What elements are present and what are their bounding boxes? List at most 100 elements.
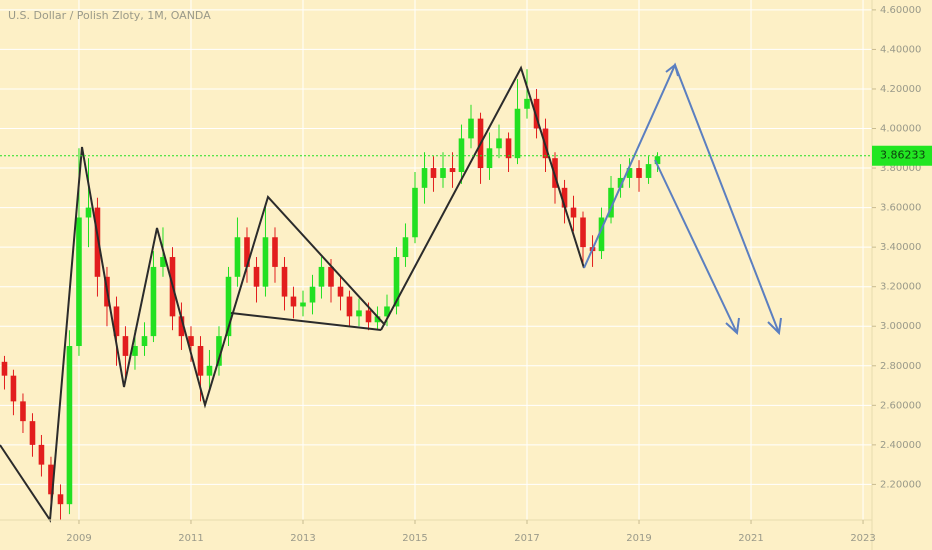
x-tick-label: 2011 (178, 533, 203, 544)
last-price-box (872, 145, 932, 166)
candle-body (486, 148, 493, 169)
candle-body (85, 207, 92, 218)
candle-body (533, 98, 540, 129)
x-tick-label: 2013 (290, 533, 315, 544)
candle-body (300, 302, 306, 307)
candle-body (561, 187, 568, 208)
y-tick-label: 4.40000 (880, 44, 921, 55)
candle-body (318, 266, 325, 287)
y-tick-label: 3.20000 (880, 282, 921, 293)
candle-body (598, 217, 605, 252)
candle-body (412, 187, 418, 238)
arrow-head (725, 317, 740, 336)
candle-body (113, 306, 120, 337)
candle-body (636, 168, 642, 178)
candle-body (346, 296, 353, 317)
candle-body (244, 237, 250, 267)
candle-body (337, 286, 344, 297)
candle-body (430, 168, 437, 178)
candle-body (94, 207, 101, 277)
projection (583, 62, 782, 336)
candle-body (449, 168, 456, 173)
candle-body (365, 310, 372, 323)
y-tick-label: 4.20000 (880, 84, 921, 95)
candle-body (496, 138, 502, 149)
candle-body (421, 168, 428, 188)
candle-body (384, 306, 390, 317)
candle-body (290, 296, 297, 307)
y-tick-label: 3.80000 (880, 163, 921, 174)
candle-body (76, 217, 82, 347)
x-tick-label: 2017 (514, 533, 539, 544)
candle-body (48, 464, 54, 495)
x-tick-label: 2021 (738, 533, 763, 544)
candle-body (188, 336, 194, 347)
last-price-label: 3.86233 (880, 149, 926, 162)
candle-body (150, 266, 157, 337)
x-tick-label: 2019 (626, 533, 651, 544)
candle-body (281, 266, 288, 297)
candle-body (234, 237, 241, 277)
candle-body (608, 187, 614, 218)
candle-body (38, 444, 45, 465)
candle-body (178, 316, 185, 337)
candle-body (617, 177, 624, 188)
candle-body (524, 98, 530, 109)
candle-body (160, 257, 166, 267)
candle-body (645, 164, 652, 178)
candle-body (10, 375, 17, 402)
drawn-pattern (0, 65, 585, 523)
candle-body (272, 237, 278, 267)
y-tick-label: 3.40000 (880, 242, 921, 253)
trend-line (0, 146, 386, 523)
y-tick-label: 2.80000 (880, 361, 921, 372)
candle-body (20, 401, 26, 422)
candle-body (66, 346, 73, 505)
candle-body (225, 276, 232, 337)
projection-line (654, 159, 738, 334)
candle-body (141, 336, 148, 347)
y-tick-label: 3.60000 (880, 203, 921, 214)
trend-line (230, 312, 382, 331)
candle-body (253, 266, 260, 287)
candle-body (580, 217, 586, 248)
arrow-head (665, 63, 679, 77)
candle-body (29, 421, 36, 445)
candle-body (393, 257, 400, 307)
y-tick-label: 2.20000 (880, 479, 921, 490)
y-tick-label: 4.00000 (880, 124, 921, 135)
candle-body (328, 266, 334, 287)
y-tick-label: 3.00000 (880, 321, 921, 332)
candle-body (458, 138, 465, 173)
candle-body (262, 237, 269, 287)
trend-line (380, 65, 585, 331)
candle-body (206, 365, 213, 376)
candle-body (1, 361, 8, 376)
y-tick-label: 2.60000 (880, 400, 921, 411)
candles (1, 69, 661, 520)
candle-body (197, 346, 204, 376)
candle-body (402, 237, 409, 258)
candle-body (570, 207, 577, 218)
candle-body (216, 336, 222, 366)
arrow-head (767, 317, 782, 336)
candle-body (514, 108, 521, 159)
candle-body (122, 336, 129, 356)
y-tick-label: 2.40000 (880, 440, 921, 451)
chart-title: U.S. Dollar / Polish Zloty, 1M, OANDA (8, 9, 211, 22)
x-tick-label: 2023 (850, 533, 875, 544)
x-tick-label: 2015 (402, 533, 427, 544)
candle-body (309, 286, 316, 303)
candle-body (374, 316, 381, 323)
candle-body (654, 156, 661, 165)
candle-body (356, 310, 362, 317)
x-tick-label: 2009 (66, 533, 91, 544)
candle-body (132, 346, 138, 356)
candle-body (626, 168, 633, 178)
candle-body (440, 168, 446, 178)
candle-body (468, 118, 474, 139)
candle-body (505, 138, 512, 159)
candle-body (57, 494, 64, 505)
